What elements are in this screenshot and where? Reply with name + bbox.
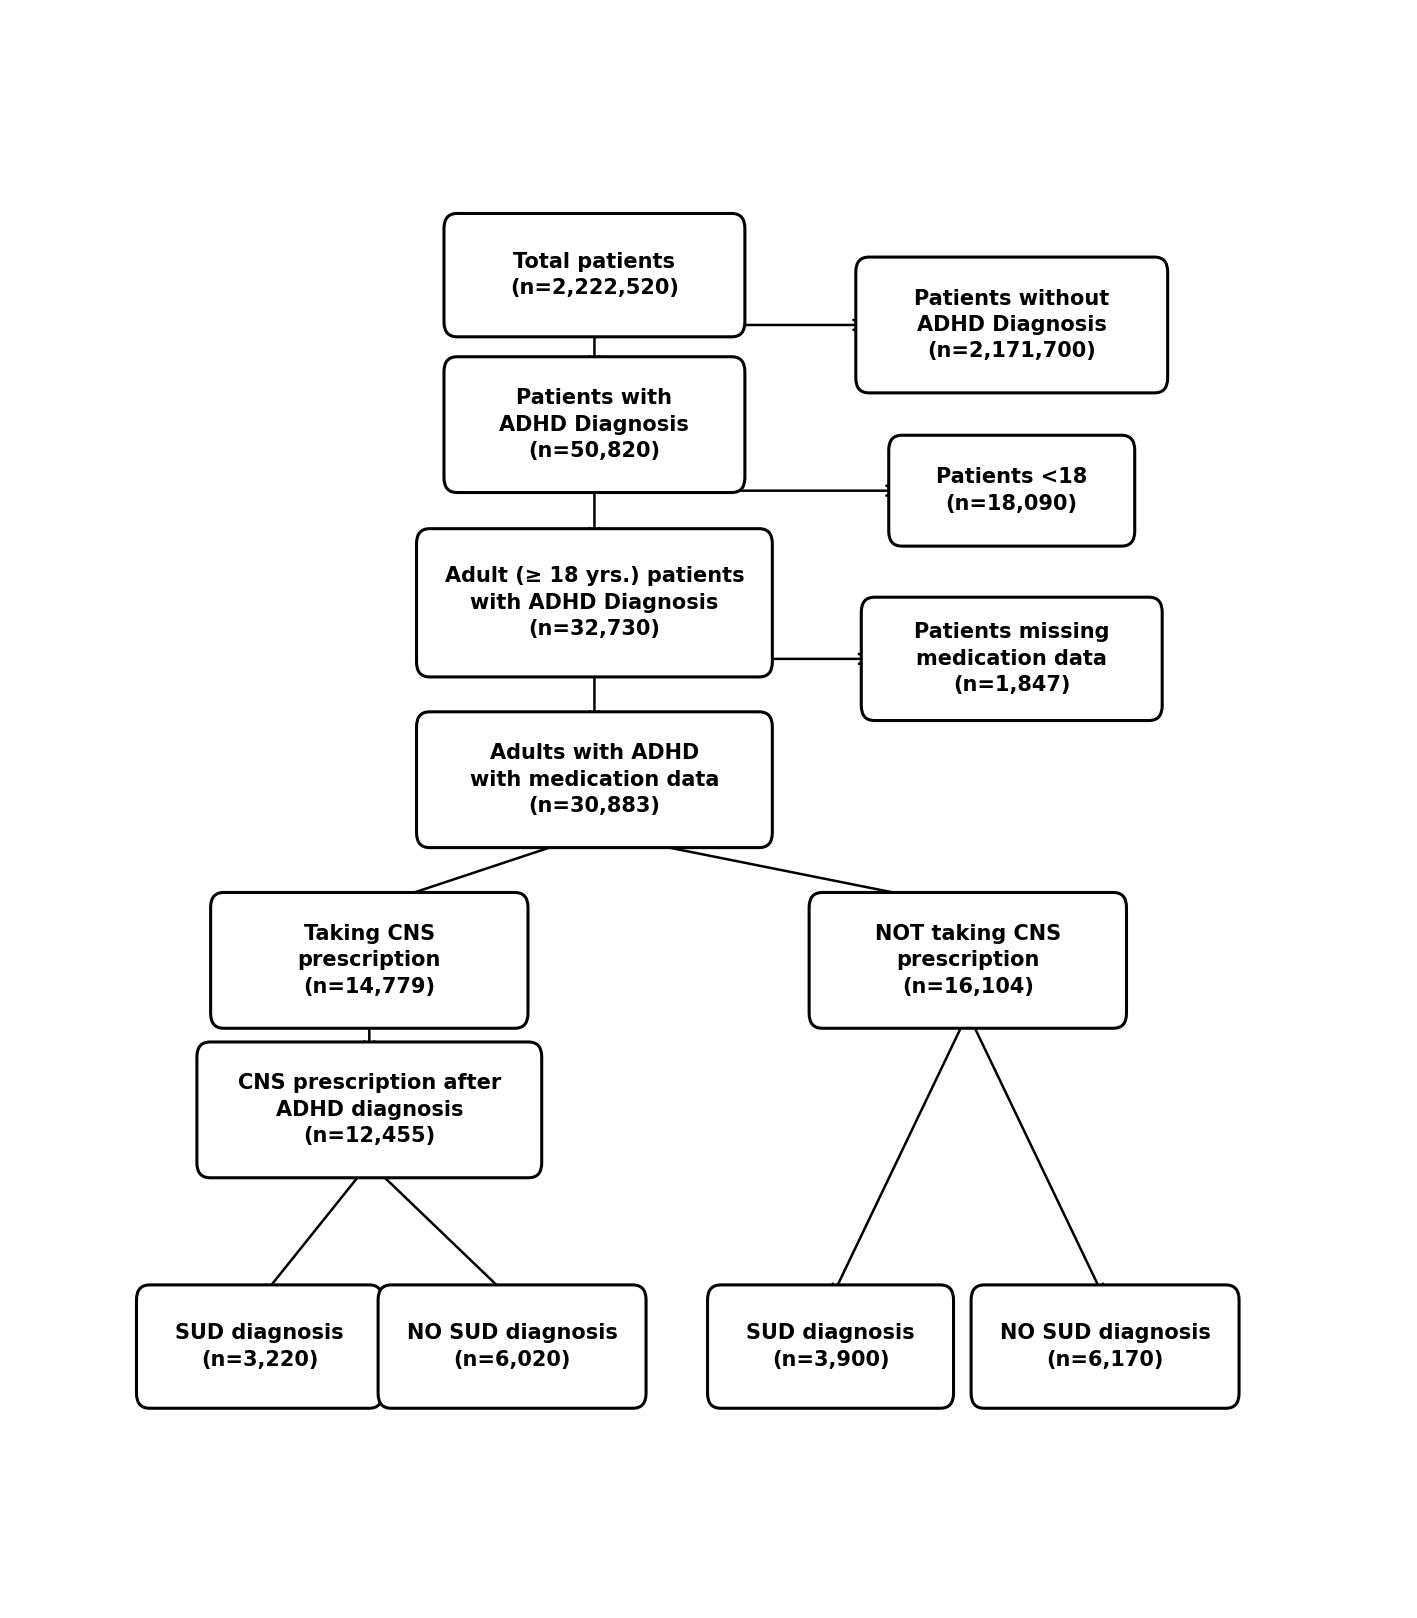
FancyBboxPatch shape [417, 529, 772, 676]
FancyBboxPatch shape [378, 1285, 646, 1408]
FancyBboxPatch shape [444, 214, 745, 337]
Text: Patients with
ADHD Diagnosis
(n=50,820): Patients with ADHD Diagnosis (n=50,820) [500, 388, 689, 461]
FancyBboxPatch shape [862, 597, 1162, 720]
FancyBboxPatch shape [888, 435, 1135, 547]
Text: NOT taking CNS
prescription
(n=16,104): NOT taking CNS prescription (n=16,104) [874, 924, 1061, 997]
Text: NO SUD diagnosis
(n=6,020): NO SUD diagnosis (n=6,020) [407, 1324, 618, 1370]
FancyBboxPatch shape [971, 1285, 1238, 1408]
Text: Patients missing
medication data
(n=1,847): Patients missing medication data (n=1,84… [914, 623, 1110, 696]
Text: Taking CNS
prescription
(n=14,779): Taking CNS prescription (n=14,779) [298, 924, 441, 997]
FancyBboxPatch shape [856, 257, 1168, 393]
Text: Adult (≥ 18 yrs.) patients
with ADHD Diagnosis
(n=32,730): Adult (≥ 18 yrs.) patients with ADHD Dia… [445, 566, 744, 639]
Text: CNS prescription after
ADHD diagnosis
(n=12,455): CNS prescription after ADHD diagnosis (n… [238, 1073, 502, 1146]
FancyBboxPatch shape [809, 893, 1127, 1029]
FancyBboxPatch shape [197, 1042, 541, 1178]
FancyBboxPatch shape [417, 712, 772, 848]
Text: Patients without
ADHD Diagnosis
(n=2,171,700): Patients without ADHD Diagnosis (n=2,171… [914, 288, 1110, 361]
FancyBboxPatch shape [444, 356, 745, 492]
Text: Adults with ADHD
with medication data
(n=30,883): Adults with ADHD with medication data (n… [470, 743, 718, 815]
FancyBboxPatch shape [707, 1285, 954, 1408]
Text: Total patients
(n=2,222,520): Total patients (n=2,222,520) [510, 252, 679, 298]
Text: SUD diagnosis
(n=3,900): SUD diagnosis (n=3,900) [747, 1324, 915, 1370]
Text: Patients <18
(n=18,090): Patients <18 (n=18,090) [937, 468, 1087, 515]
FancyBboxPatch shape [136, 1285, 383, 1408]
Text: SUD diagnosis
(n=3,220): SUD diagnosis (n=3,220) [176, 1324, 344, 1370]
FancyBboxPatch shape [211, 893, 529, 1029]
Text: NO SUD diagnosis
(n=6,170): NO SUD diagnosis (n=6,170) [999, 1324, 1210, 1370]
